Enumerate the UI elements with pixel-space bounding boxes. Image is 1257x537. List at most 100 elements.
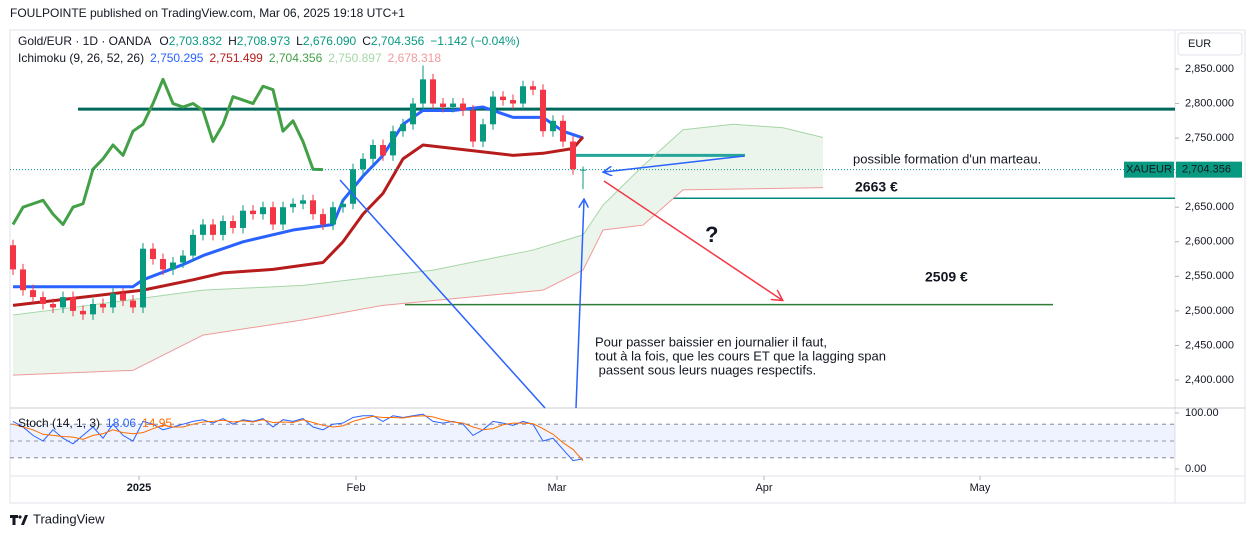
candle-body	[100, 303, 106, 308]
candle-body	[20, 269, 26, 291]
indicator-value: 18.06	[106, 416, 136, 430]
x-tick-label: Apr	[755, 482, 772, 494]
price-tag-label: 2,704.356	[1182, 164, 1231, 176]
y-tick-label: 2,400.000	[1185, 374, 1234, 386]
candle-body	[290, 203, 296, 208]
annotation: Pour passer baissier en journalier il fa…	[595, 334, 827, 349]
candle-body	[170, 262, 176, 270]
trend-line	[339, 179, 546, 409]
currency[interactable]: EUR	[1188, 38, 1211, 50]
x-tick-label: Mar	[548, 482, 567, 494]
candle-body	[130, 300, 136, 308]
candle-body	[70, 297, 76, 311]
publisher: FOULPOINTE published on TradingView.com,…	[10, 6, 405, 20]
level-label: 2663 €	[855, 179, 898, 195]
currency-button[interactable]	[1177, 32, 1243, 56]
candle-body	[420, 79, 426, 104]
x-tick-label: 2025	[127, 482, 151, 494]
candle-body	[440, 103, 446, 107]
candle-body	[500, 96, 506, 101]
candle-body	[510, 100, 516, 104]
y-tick-label: 2,550.000	[1185, 270, 1234, 282]
legend-symbol: Gold/EUR · 1D · OANDA	[18, 34, 151, 48]
candle-body	[30, 290, 36, 298]
x-tick-label: Feb	[347, 482, 366, 494]
ichimoku-line	[12, 187, 824, 376]
level-label: 2509 €	[925, 269, 968, 285]
candle-body	[570, 141, 576, 170]
ichimoku-line	[11, 77, 324, 226]
candle-body	[400, 124, 406, 132]
legend-value: 2,704.356	[371, 34, 425, 48]
indicator-name: Ichimoku (9, 26, 52, 26)	[18, 51, 144, 65]
candle-body	[350, 169, 356, 204]
candle-body	[90, 303, 96, 315]
indicator-value: 2,704.356	[269, 51, 323, 65]
symbol-tag-label: XAUEUR	[1126, 164, 1172, 176]
candle-body	[330, 207, 336, 225]
legend-key: L	[296, 34, 303, 48]
legend-key: O	[159, 34, 168, 48]
candle-body	[470, 110, 476, 142]
indicator-value: 2,750.295	[150, 51, 204, 65]
annotation: ?	[705, 222, 718, 247]
candle-body	[430, 79, 436, 104]
y-tick-label: 100.00	[1185, 407, 1219, 419]
y-tick-label: 2,850.000	[1185, 63, 1234, 75]
brand: TradingView	[33, 511, 105, 526]
y-tick-label: 2,650.000	[1185, 201, 1234, 213]
legend-change: −1.142 (−0.04%)	[430, 34, 519, 48]
candle-body	[300, 200, 306, 204]
legend: Stoch (14, 1, 3) 18.06 14.95	[18, 416, 172, 430]
candle-body	[340, 203, 346, 208]
indicator-value: 14.95	[142, 416, 172, 430]
y-tick-label: 2,450.000	[1185, 339, 1234, 351]
candle-body	[180, 255, 186, 263]
stoch-line	[12, 415, 584, 461]
candle-body	[280, 207, 286, 225]
y-tick-label: 2,600.000	[1185, 236, 1234, 248]
legend: Gold/EUR · 1D · OANDA O2,703.832 H2,708.97…	[18, 34, 520, 48]
candle-body	[270, 207, 276, 225]
stoch-line	[12, 413, 584, 462]
arrow	[603, 180, 782, 300]
ichimoku-line	[12, 136, 585, 307]
candle-body	[210, 224, 216, 235]
candle-body	[530, 86, 536, 90]
candle-body	[40, 297, 46, 304]
candle-body	[10, 245, 16, 270]
candle-body	[560, 120, 566, 142]
candle-body	[550, 120, 556, 132]
candle-body	[60, 297, 66, 308]
arrow	[604, 155, 745, 172]
candle-body	[360, 158, 366, 170]
indicator-name: Stoch (14, 1, 3)	[18, 416, 100, 430]
brand-logo	[10, 515, 28, 525]
symbol-tag	[1124, 161, 1174, 178]
candle-body	[220, 221, 226, 235]
x-tick-label: May	[970, 482, 991, 494]
cloud-fill	[13, 124, 823, 376]
candle-body	[320, 214, 326, 225]
candle-body	[50, 303, 56, 308]
candle-body	[110, 293, 116, 308]
y-tick-label: 2,750.000	[1185, 132, 1234, 144]
legend: Ichimoku (9, 26, 52, 26) 2,750.295 2,751.4…	[18, 51, 441, 65]
candle-body	[410, 103, 416, 125]
price-tag	[1176, 161, 1242, 178]
candle-body	[200, 224, 206, 235]
arrow	[575, 200, 584, 409]
indicator-value: 2,678.318	[388, 51, 442, 65]
candle-body	[390, 131, 396, 156]
drawings	[339, 155, 782, 409]
legend-value: 2,703.832	[169, 34, 223, 48]
indicator-value: 2,750.897	[328, 51, 382, 65]
legend-key: C	[362, 34, 371, 48]
candle-body	[370, 145, 376, 159]
annotation: passent sous leurs nuages respectifs.	[595, 362, 816, 377]
candle-body	[450, 103, 456, 107]
candle-body	[190, 234, 196, 256]
legend-value: 2,676.090	[303, 34, 357, 48]
band-fill	[10, 424, 1175, 458]
